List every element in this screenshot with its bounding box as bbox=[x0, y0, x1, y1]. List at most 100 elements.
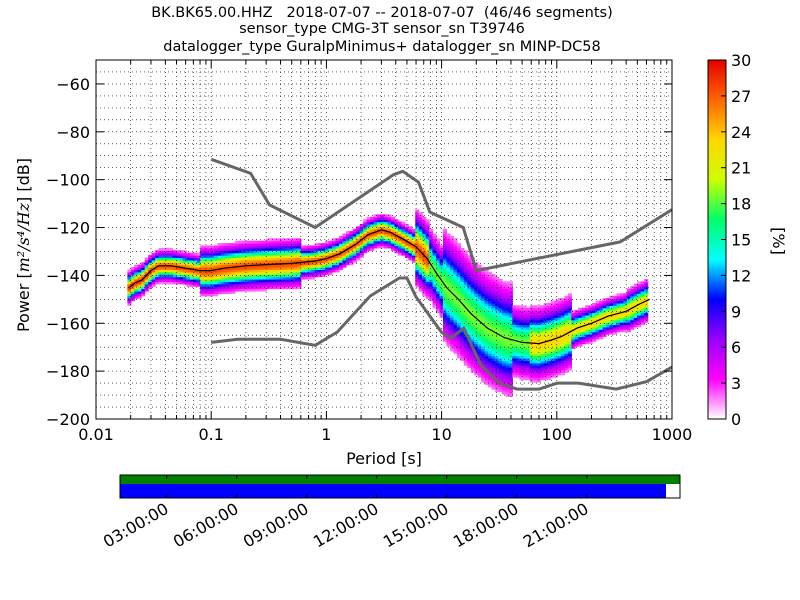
psd-cell bbox=[429, 250, 434, 254]
psd-cell bbox=[519, 357, 524, 361]
psd-cell bbox=[370, 223, 375, 227]
psd-cell bbox=[609, 322, 614, 326]
psd-cell bbox=[210, 278, 215, 282]
psd-cell bbox=[574, 338, 579, 342]
psd-cell bbox=[432, 264, 437, 268]
psd-cell bbox=[432, 293, 437, 297]
psd-cell bbox=[533, 336, 538, 340]
psd-cell bbox=[505, 338, 510, 342]
psd-cell bbox=[495, 286, 500, 290]
psd-cell bbox=[637, 286, 642, 290]
psd-cell bbox=[612, 310, 618, 314]
psd-cell bbox=[404, 250, 409, 254]
psd-cell bbox=[470, 276, 475, 280]
psd-cell bbox=[491, 278, 496, 282]
psd-cell bbox=[155, 250, 160, 254]
psd-cell bbox=[262, 247, 267, 251]
psd-cell bbox=[453, 283, 458, 287]
psd-cell bbox=[373, 228, 378, 232]
psd-cell bbox=[515, 350, 520, 354]
psd-cell bbox=[481, 360, 486, 364]
colorbar-tick-label: 15 bbox=[731, 231, 751, 250]
psd-cell bbox=[595, 336, 600, 340]
psd-cell bbox=[557, 357, 562, 361]
psd-cell bbox=[266, 271, 271, 275]
psd-cell bbox=[644, 319, 649, 323]
psd-cell bbox=[418, 223, 423, 227]
psd-cell bbox=[318, 269, 323, 273]
psd-cell bbox=[519, 331, 524, 335]
psd-cell bbox=[550, 343, 555, 347]
psd-cell bbox=[553, 362, 559, 366]
psd-cell bbox=[644, 286, 649, 290]
psd-cell bbox=[286, 276, 291, 280]
psd-cell bbox=[467, 274, 472, 278]
psd-cell bbox=[443, 264, 448, 268]
psd-cell bbox=[567, 307, 572, 311]
psd-cell bbox=[449, 329, 455, 333]
psd-cell bbox=[498, 317, 503, 321]
psd-cell bbox=[581, 329, 586, 333]
psd-cell bbox=[547, 372, 552, 376]
psd-cell bbox=[436, 290, 441, 294]
psd-cell bbox=[505, 293, 510, 297]
psd-cell bbox=[436, 288, 441, 292]
psd-cell bbox=[547, 331, 552, 335]
psd-cell bbox=[540, 362, 545, 366]
psd-cell bbox=[338, 259, 344, 263]
psd-cell bbox=[304, 271, 309, 275]
psd-cell bbox=[179, 274, 184, 278]
psd-cell bbox=[599, 322, 604, 326]
psd-cell bbox=[151, 264, 156, 268]
psd-cell bbox=[172, 267, 177, 271]
psd-cell bbox=[560, 355, 565, 359]
psd-cell bbox=[533, 319, 538, 323]
psd-cell bbox=[155, 269, 160, 273]
psd-cell bbox=[224, 276, 229, 280]
psd-cell bbox=[612, 305, 618, 309]
psd-cell bbox=[366, 228, 371, 232]
psd-cell bbox=[477, 276, 482, 280]
psd-cell bbox=[519, 343, 524, 347]
psd-cell bbox=[495, 357, 500, 361]
psd-cell bbox=[144, 264, 149, 268]
psd-cell bbox=[238, 281, 243, 285]
psd-cell bbox=[508, 341, 513, 345]
psd-cell bbox=[529, 355, 534, 359]
psd-cell bbox=[522, 314, 527, 318]
psd-cell bbox=[453, 326, 458, 330]
psd-cell bbox=[526, 334, 531, 338]
psd-cell bbox=[449, 331, 455, 335]
psd-cell bbox=[387, 238, 392, 242]
psd-cell bbox=[488, 329, 493, 333]
psd-cell bbox=[560, 322, 565, 326]
psd-cell bbox=[553, 312, 559, 316]
psd-cell bbox=[394, 231, 399, 235]
psd-cell bbox=[238, 269, 243, 273]
psd-cell bbox=[477, 334, 482, 338]
psd-cell bbox=[363, 238, 368, 242]
psd-cell bbox=[387, 243, 392, 247]
psd-cell bbox=[456, 259, 461, 263]
psd-cell bbox=[484, 346, 489, 349]
psd-cell bbox=[637, 324, 642, 328]
psd-cell bbox=[373, 219, 378, 223]
psd-cell bbox=[397, 238, 402, 242]
psd-cell bbox=[512, 322, 517, 326]
psd-cell bbox=[453, 238, 458, 242]
psd-cell bbox=[366, 240, 371, 244]
psd-cell bbox=[439, 310, 444, 314]
psd-cell bbox=[498, 290, 503, 294]
psd-cell bbox=[463, 262, 468, 266]
psd-cell bbox=[297, 247, 302, 251]
psd-cell bbox=[245, 267, 250, 271]
psd-cell bbox=[408, 252, 413, 256]
psd-cell bbox=[449, 264, 455, 268]
psd-cell bbox=[623, 293, 628, 297]
psd-cell bbox=[637, 322, 642, 326]
psd-cell bbox=[467, 312, 472, 316]
psd-cell bbox=[429, 264, 434, 268]
psd-cell bbox=[623, 305, 628, 309]
psd-cell bbox=[130, 269, 135, 273]
psd-cell bbox=[508, 288, 513, 292]
